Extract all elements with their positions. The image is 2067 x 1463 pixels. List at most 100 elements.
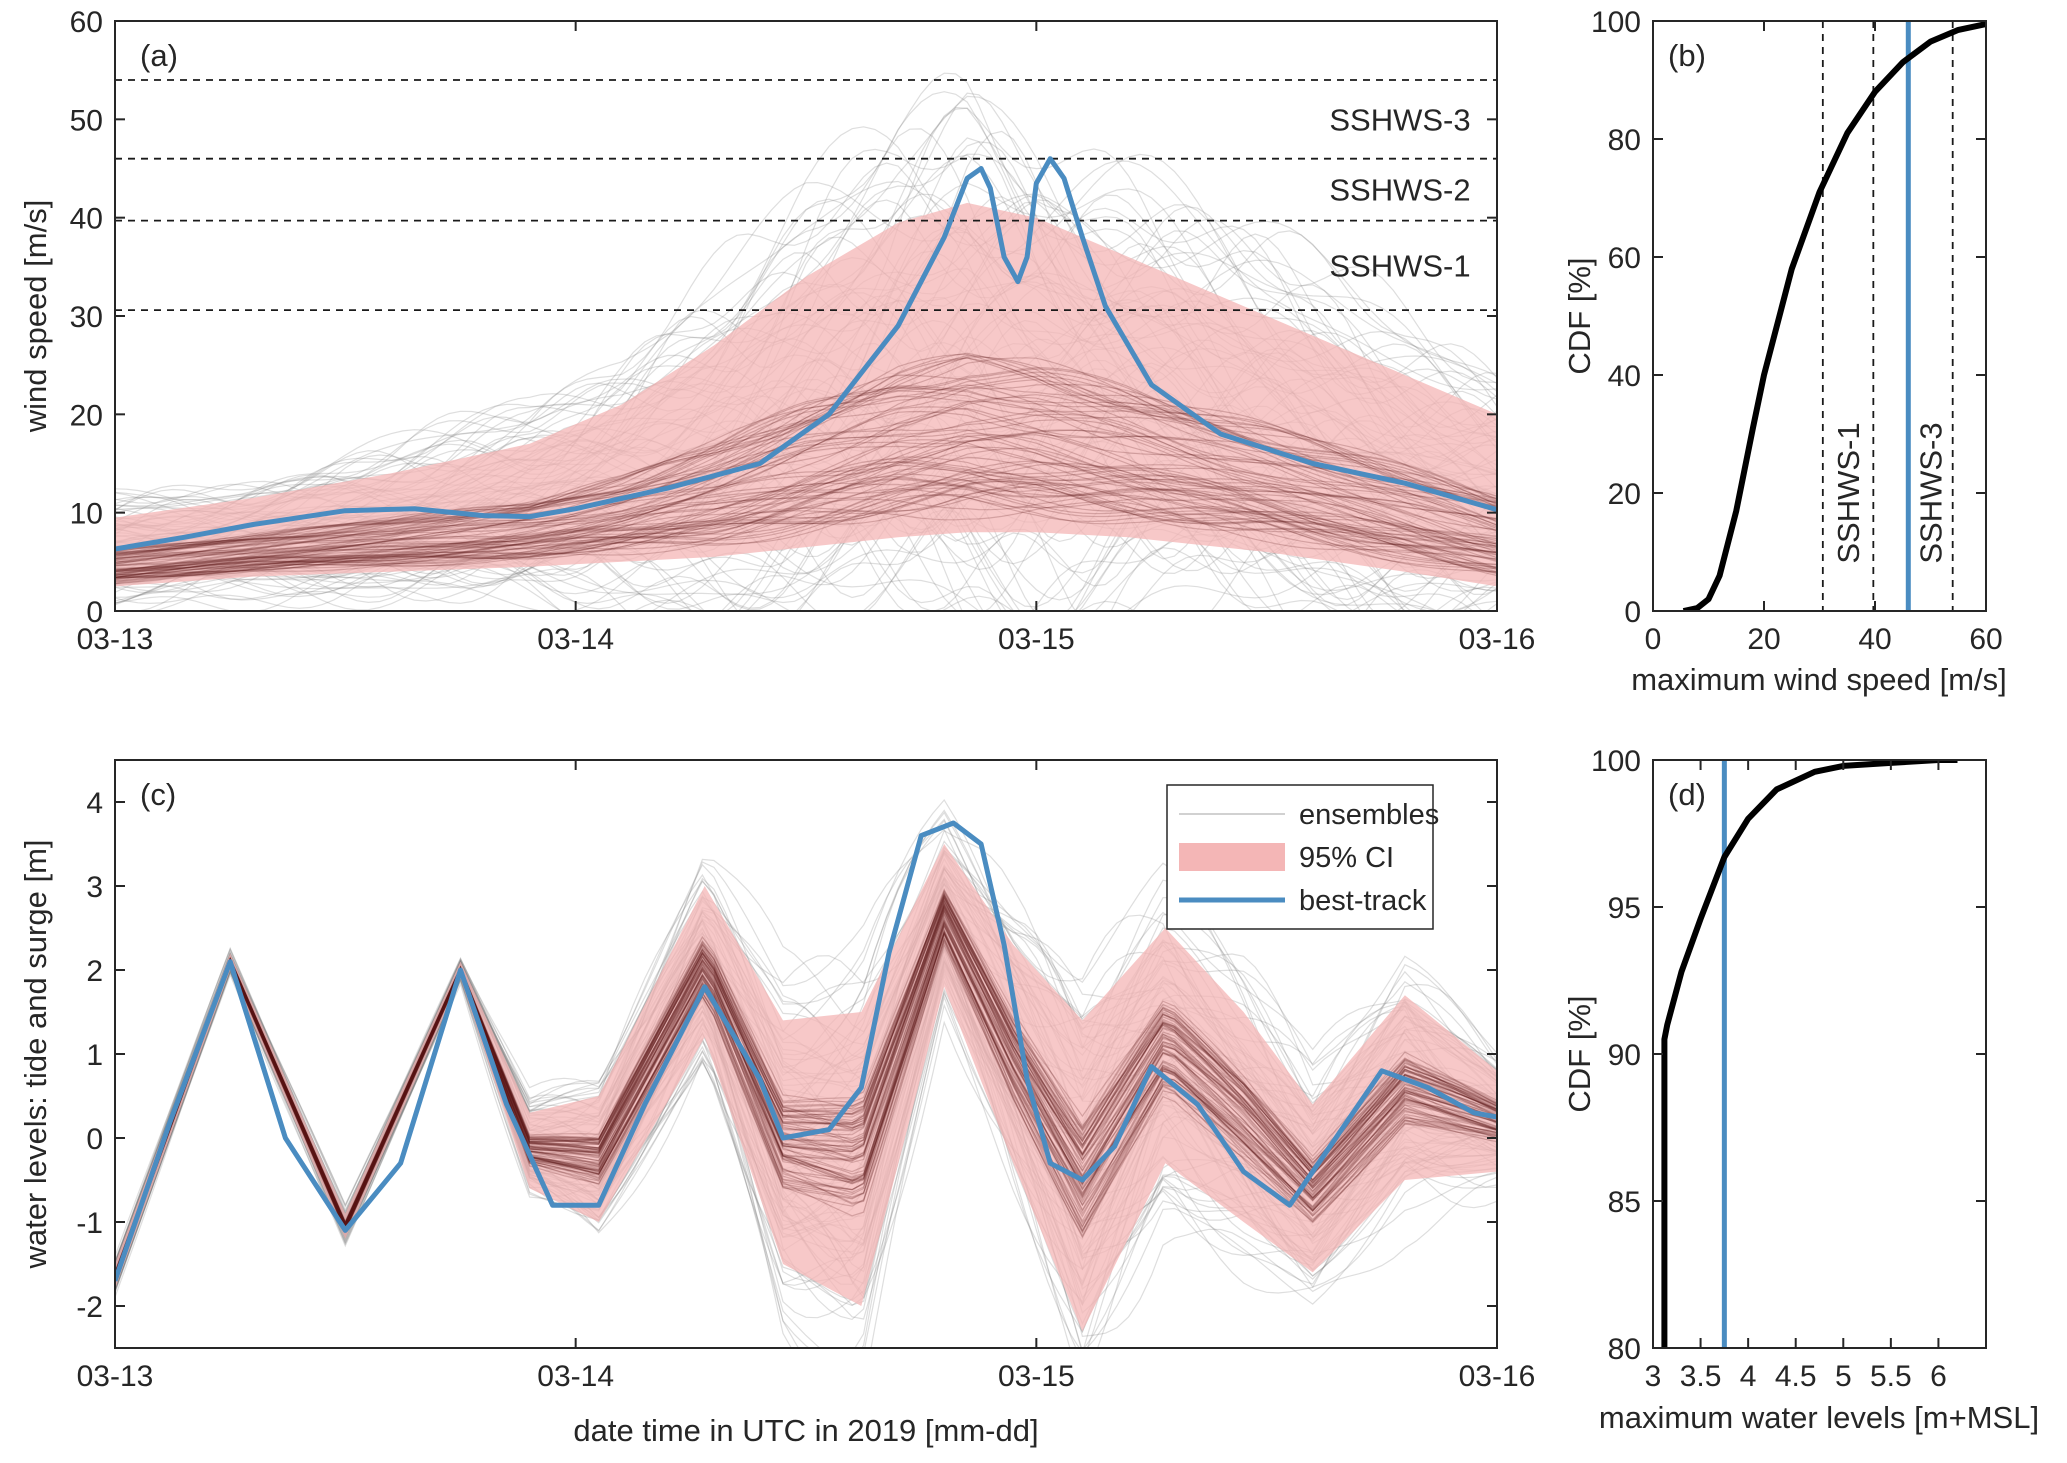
panel-tag: (c) [140, 777, 176, 812]
y-tick-label: 20 [1608, 478, 1641, 511]
ensemble-core-line [115, 905, 1497, 1277]
ensemble-core-line [115, 906, 1497, 1276]
y-tick-label: 10 [70, 498, 103, 531]
best-track-path [115, 156, 1497, 552]
ensemble-core-line [115, 895, 1497, 1273]
cdf-path [1661, 760, 1958, 1348]
x-axis-ticks: 3 3.5 4 4.5 5 5.5 6 [1645, 760, 1947, 1393]
ensemble-core-line [115, 887, 1497, 1273]
threshold-label: SSHWS-3 [1329, 102, 1470, 137]
ensemble-core-line [115, 895, 1497, 1276]
threshold-label: SSHWS-1 [1329, 248, 1470, 283]
ensemble-core-line [115, 898, 1497, 1276]
ensemble-core-line [115, 435, 1497, 572]
ensemble-line [115, 126, 1497, 510]
x-tick-label: 03-14 [537, 623, 614, 656]
y-axis-ticks: -2 -1 0 1 2 3 4 [76, 787, 1497, 1324]
y-tick-label: 20 [70, 399, 103, 432]
y-tick-label: 60 [70, 6, 103, 39]
axes-frame [1652, 20, 1987, 612]
ensemble-core-line [115, 410, 1497, 565]
y-axis-ticks: 0 10 20 30 40 50 60 [70, 6, 1497, 629]
ensemble-core-line [115, 473, 1497, 578]
ensemble-core-line [115, 903, 1497, 1276]
ensemble-core-line [115, 434, 1497, 569]
ensemble-core-line [115, 352, 1497, 555]
y-tick-label: 40 [1608, 360, 1641, 393]
y-tick-label: 90 [1608, 1039, 1641, 1072]
ensemble-line [115, 482, 1497, 611]
legend-swatch-ci [1179, 843, 1285, 871]
ensemble-line [115, 966, 1497, 1348]
ensemble-core-line [115, 486, 1497, 579]
y-tick-label: 0 [86, 596, 103, 629]
ensemble-core-line [115, 890, 1497, 1274]
legend-label-ci: 95% CI [1299, 842, 1394, 874]
ensemble-core-line [115, 357, 1497, 556]
panel-tag: (d) [1668, 777, 1706, 812]
threshold-label: SSHWS-2 [1329, 173, 1470, 208]
ensemble-core-line [115, 487, 1497, 583]
ensemble-core-line [115, 400, 1497, 563]
ensemble-line [115, 958, 1497, 1348]
y-axis-label: CDF [%] [1562, 257, 1597, 374]
x-tick-label: 4.5 [1775, 1360, 1817, 1393]
ensemble-core-line [115, 461, 1497, 574]
ensemble-core-line [115, 463, 1497, 571]
ensemble-core-line [115, 494, 1497, 584]
panel-tag: (b) [1668, 38, 1706, 73]
ensemble-core-line [115, 479, 1497, 582]
ensemble-core-line [115, 407, 1497, 567]
ensemble-core-line [115, 460, 1497, 573]
ensemble-core-line [115, 385, 1497, 558]
ensemble-core-line [115, 445, 1497, 574]
ensemble-core-line [115, 501, 1497, 580]
threshold-label: SSHWS-3 [1914, 422, 1949, 563]
ensemble-core-line [115, 903, 1497, 1275]
ensemble-core-line [115, 893, 1497, 1274]
ensemble-core-line [115, 468, 1497, 578]
legend-label-best-track: best-track [1299, 885, 1427, 917]
ensemble-core-line [115, 890, 1497, 1275]
ensemble-core-line [115, 906, 1497, 1278]
ensemble-line [115, 966, 1497, 1348]
x-axis-ticks: 03-13 03-14 03-15 03-16 [77, 21, 1535, 656]
ensemble-core-line [115, 898, 1497, 1275]
ensemble-core-line [115, 357, 1497, 550]
y-tick-label: 95 [1608, 892, 1641, 925]
ensemble-core-line [115, 899, 1497, 1273]
ensemble-core-line [115, 429, 1497, 563]
ensemble-core-line [115, 895, 1497, 1275]
y-tick-label: 100 [1591, 6, 1641, 39]
cdf-curve [1682, 21, 1986, 611]
ensemble-core-line [115, 895, 1497, 1275]
ensemble-core-line [115, 480, 1497, 579]
ensemble-core-line [115, 374, 1497, 555]
cdf-curve [1661, 760, 1958, 1348]
y-tick-label: 4 [86, 787, 103, 820]
ensemble-core-line [115, 456, 1497, 576]
ensemble-core-line [115, 439, 1497, 572]
ensemble-core-line [115, 434, 1497, 567]
best-track-line [115, 820, 1497, 1282]
ci-band-area [115, 844, 1497, 1332]
y-tick-label: 1 [86, 1039, 103, 1072]
ci-band-area [115, 202, 1497, 587]
ensemble-core-line [115, 456, 1497, 575]
y-tick-label: 85 [1608, 1186, 1641, 1219]
cdf-path [1682, 21, 1986, 611]
ensemble-core-line [115, 461, 1497, 572]
ensemble-line [115, 148, 1497, 512]
x-tick-label: 40 [1858, 623, 1891, 656]
ensemble-core-line [115, 899, 1497, 1275]
ensemble-core-line [115, 903, 1497, 1276]
ensemble-core-line [115, 368, 1497, 550]
ensemble-core-line [115, 898, 1497, 1275]
ensemble-core-line [115, 481, 1497, 576]
best-track-line [115, 156, 1497, 552]
x-tick-label: 0 [1645, 623, 1662, 656]
x-tick-label: 3.5 [1680, 1360, 1722, 1393]
y-axis-label: CDF [%] [1562, 995, 1597, 1112]
